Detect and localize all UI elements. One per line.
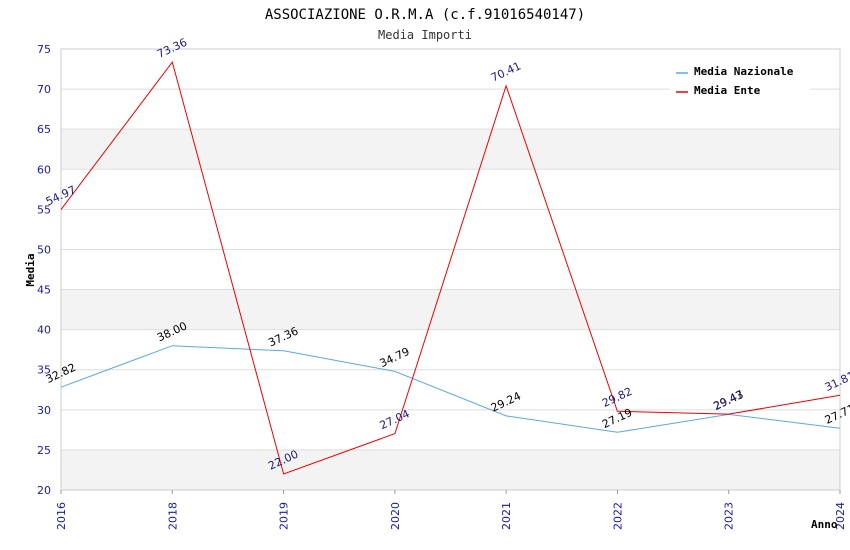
x-tick-label: 2016 <box>55 502 68 530</box>
x-tick-label: 2023 <box>723 502 736 530</box>
x-axis-label: Anno <box>811 518 838 531</box>
y-tick-label: 30 <box>37 404 51 417</box>
data-label: 31.81 <box>823 369 850 394</box>
x-tick-label: 2024 <box>834 502 847 530</box>
x-tick-label: 2021 <box>500 502 513 530</box>
y-tick-label: 20 <box>37 484 51 497</box>
data-label: 29.47 <box>711 388 745 413</box>
legend: Media Nazionale Media Ente <box>670 61 810 101</box>
grid-band <box>61 289 840 330</box>
grid-band <box>61 129 840 170</box>
series-lines <box>60 60 841 475</box>
grid-bands <box>61 129 840 490</box>
y-tick-label: 45 <box>37 284 51 297</box>
y-tick-label: 70 <box>37 83 51 96</box>
legend-label-media-ente: Media Ente <box>694 84 761 97</box>
data-label: 29.82 <box>600 385 634 410</box>
y-tick-label: 40 <box>37 324 51 337</box>
grid-band <box>61 449 840 490</box>
y-tick-label: 55 <box>37 203 51 216</box>
chart-subtitle: Media Importi <box>378 28 472 42</box>
y-tick-label: 50 <box>37 243 51 256</box>
x-tick-label: 2019 <box>278 502 291 530</box>
x-tick-label: 2022 <box>611 502 624 530</box>
plot-frame <box>60 48 841 491</box>
data-label: 27.04 <box>378 407 412 432</box>
legend-box <box>670 61 810 101</box>
y-tick-label: 65 <box>37 123 51 136</box>
y-tick-label: 75 <box>37 43 51 56</box>
x-tick-label: 2018 <box>166 502 179 530</box>
series-line-media-nazionale <box>60 345 841 433</box>
y-axis-ticks: 20 25 30 35 40 45 50 55 60 65 70 75 <box>37 43 51 497</box>
data-label: 29.24 <box>489 390 523 415</box>
data-label: 73.36 <box>155 36 189 61</box>
grid-lines <box>61 48 840 491</box>
data-label: 27.71 <box>823 402 850 427</box>
y-tick-label: 35 <box>37 364 51 377</box>
y-tick-label: 25 <box>37 444 51 457</box>
x-axis-ticks: 2016 2018 2019 2020 2021 2022 2023 2024 <box>55 490 847 530</box>
y-axis-label: Media <box>24 253 37 286</box>
x-tick-label: 2020 <box>389 502 402 530</box>
legend-label-media-nazionale: Media Nazionale <box>694 65 794 78</box>
data-label: 70.41 <box>489 59 523 84</box>
series-line-media-ente <box>60 60 841 475</box>
chart-title: ASSOCIAZIONE O.R.M.A (c.f.91016540147) <box>265 7 585 23</box>
y-tick-label: 60 <box>37 163 51 176</box>
data-label: 34.79 <box>378 345 412 370</box>
